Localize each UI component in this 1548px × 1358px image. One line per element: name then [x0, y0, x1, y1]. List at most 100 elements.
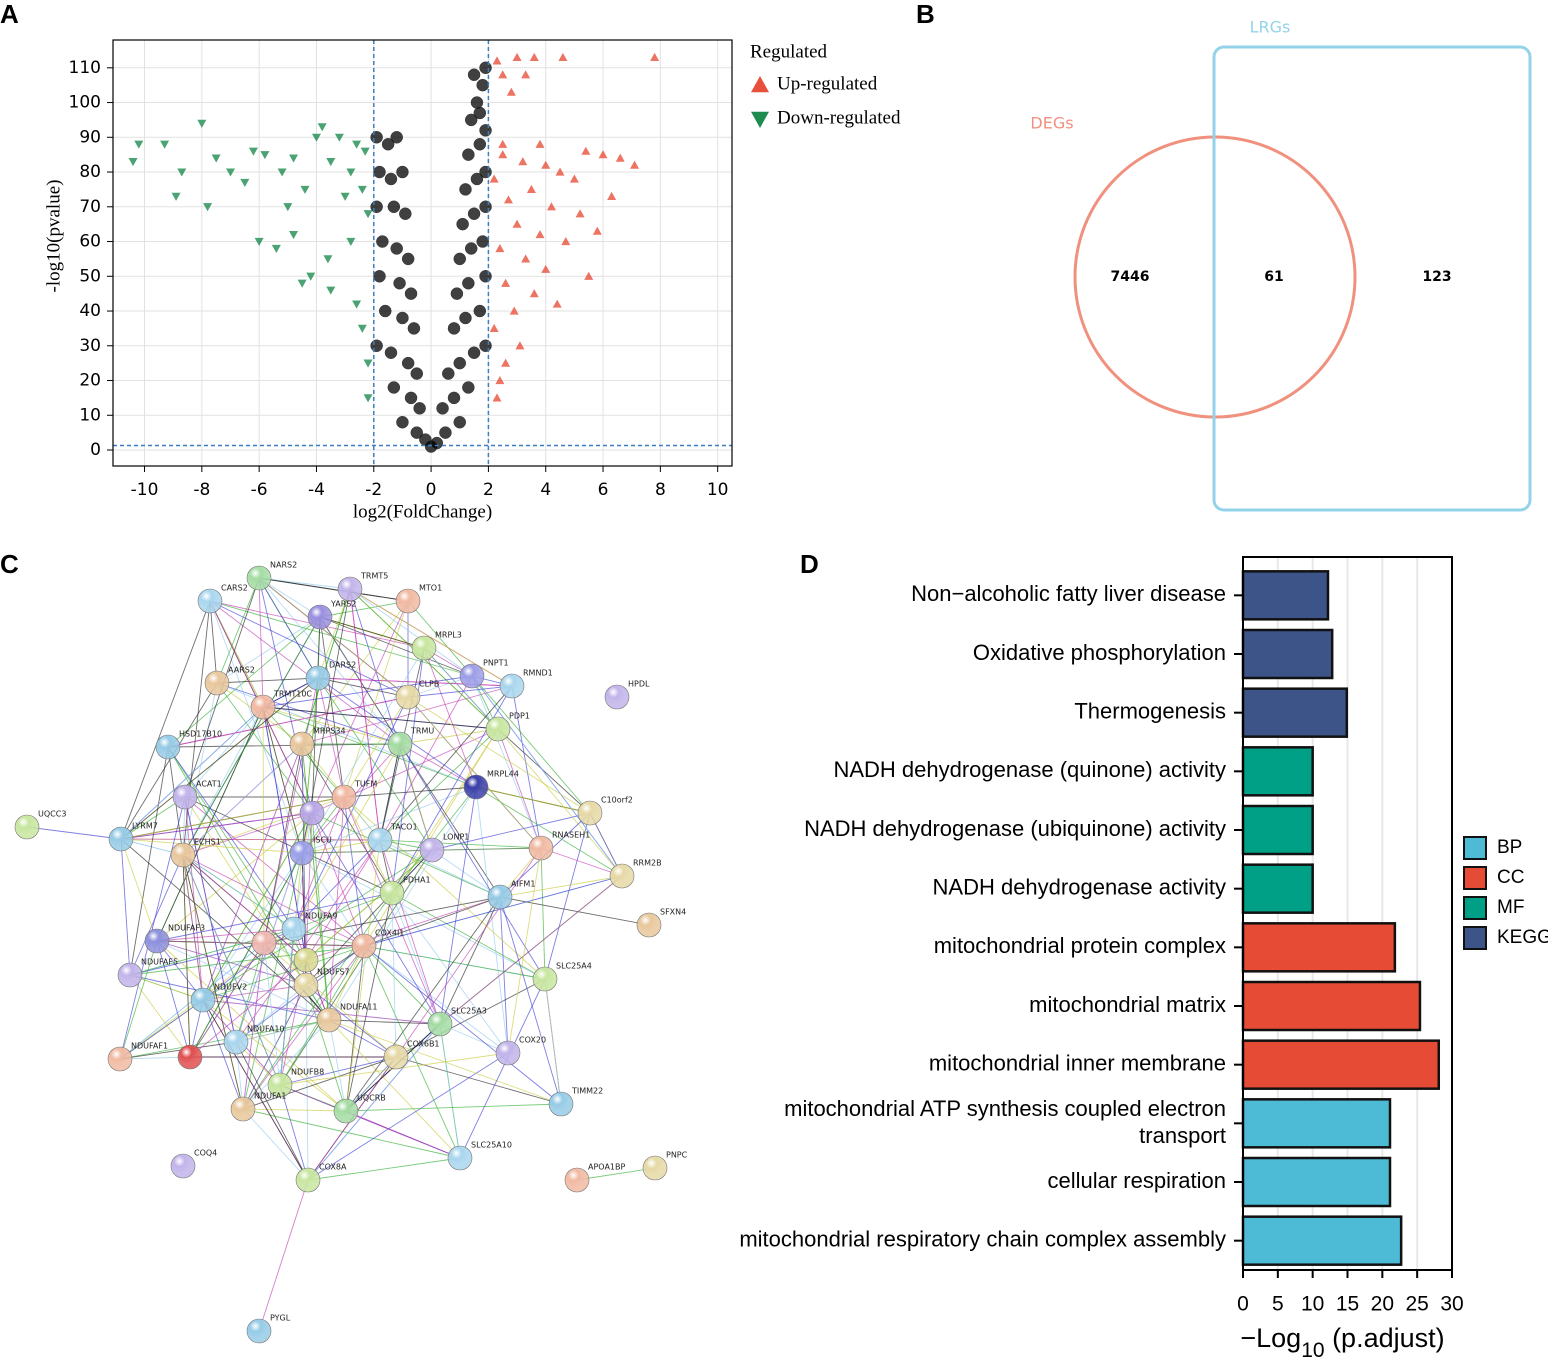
network-edge	[156, 940, 307, 986]
network-edge	[395, 978, 546, 1058]
network-node	[230, 1096, 256, 1122]
point	[134, 140, 144, 149]
region-count: 7446	[1111, 269, 1150, 285]
network-edge	[182, 854, 191, 1058]
network-edge	[235, 1041, 309, 1181]
network-node	[427, 1011, 453, 1037]
y-tick-label: mitochondrial matrix	[1029, 992, 1226, 1017]
network-edge	[262, 706, 401, 745]
network-edge	[182, 743, 303, 856]
network-edge	[202, 852, 303, 1001]
network-edge	[499, 896, 562, 1105]
node-label: RRM2B	[633, 859, 662, 868]
network-edge	[475, 786, 591, 814]
node-label: CARS2	[221, 584, 248, 593]
network-edge	[258, 577, 401, 745]
network-node	[604, 684, 630, 710]
point	[384, 172, 398, 186]
network-edge	[120, 812, 313, 840]
point	[470, 96, 484, 109]
node-label: COX20	[519, 1036, 546, 1045]
network-edge	[423, 647, 499, 730]
network-edge	[328, 1019, 397, 1058]
point	[447, 322, 461, 335]
network-edge	[120, 838, 131, 976]
point	[370, 131, 383, 144]
network-node	[316, 1007, 342, 1033]
legend-label: MF	[1497, 897, 1524, 918]
network-node	[387, 731, 413, 757]
point	[326, 158, 336, 167]
point	[376, 235, 389, 248]
point	[479, 165, 492, 179]
point	[373, 165, 386, 179]
point	[479, 61, 492, 75]
region-count: 61	[1264, 269, 1283, 285]
x-tick-label: 25	[1405, 1293, 1428, 1316]
point	[529, 289, 539, 298]
point	[462, 276, 475, 290]
bar	[1241, 687, 1349, 738]
node-label: COX6B1	[407, 1040, 440, 1049]
node-label: PDP1	[509, 712, 530, 721]
point	[357, 185, 367, 194]
legend-swatch	[1463, 866, 1487, 890]
network-edge	[349, 588, 473, 677]
network-edge	[305, 849, 433, 986]
network-edge	[395, 847, 542, 1058]
node-label: CLPB	[419, 680, 439, 689]
network-edge	[184, 796, 204, 1001]
network-edge	[499, 896, 650, 926]
node-label: MRPL44	[487, 770, 519, 779]
x-tick-label: 10	[1301, 1293, 1324, 1316]
point	[363, 394, 373, 403]
network-node	[351, 933, 377, 959]
x-tick-label: -10	[131, 480, 159, 500]
network-edge	[167, 696, 409, 748]
network-edge	[328, 945, 365, 1021]
network-edge	[182, 854, 204, 1001]
network-edge	[156, 940, 347, 1112]
network-edge	[363, 945, 461, 1159]
network-node	[609, 863, 635, 889]
network-edge	[119, 1041, 237, 1060]
network-edge	[258, 577, 319, 679]
network-edge	[475, 786, 509, 1054]
node-label: DARS2	[329, 661, 356, 670]
network-edge	[497, 728, 542, 849]
network-edge	[391, 728, 499, 894]
node-label: TUFM	[354, 780, 377, 789]
network-edge	[242, 945, 365, 1110]
point	[489, 174, 499, 183]
network-edge	[471, 675, 542, 849]
network-edge	[242, 1108, 347, 1112]
network-edge	[307, 1023, 441, 1181]
point	[512, 219, 522, 228]
network-edge	[319, 616, 345, 798]
network-edge	[343, 696, 409, 798]
network-edge	[189, 942, 265, 1058]
network-edge	[293, 796, 345, 930]
point	[584, 271, 594, 280]
network-node	[293, 947, 319, 973]
node-label: NDUFA10	[247, 1025, 285, 1034]
network-edge	[540, 847, 546, 980]
network-node	[144, 928, 170, 954]
network-edge	[235, 839, 381, 1043]
network-edge	[216, 577, 260, 684]
network-edge	[258, 1179, 309, 1332]
node-label: SLC25A10	[471, 1141, 512, 1150]
network-node	[487, 884, 513, 910]
network-edge	[379, 728, 499, 841]
legend-swatch	[1463, 836, 1487, 860]
network-node	[379, 880, 405, 906]
network-edge	[129, 974, 204, 1001]
point	[442, 367, 455, 380]
network-edge	[202, 945, 365, 1001]
bar	[1241, 1098, 1392, 1149]
network-node	[267, 1072, 293, 1098]
network-edge	[399, 743, 433, 851]
network-edge	[471, 675, 623, 877]
node-label: TRMT10C	[273, 690, 312, 699]
network-node	[367, 827, 393, 853]
